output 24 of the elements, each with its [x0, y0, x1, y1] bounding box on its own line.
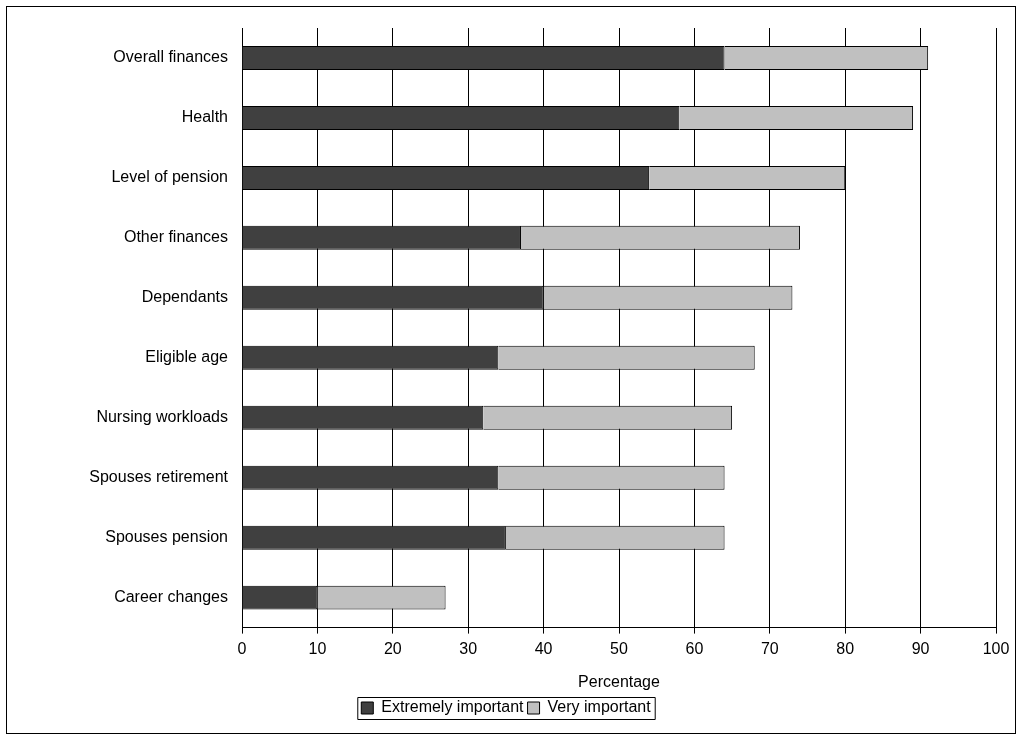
x-tick-label: 70: [760, 639, 779, 657]
legend-label: Very important: [547, 698, 652, 716]
x-tick-label: 10: [308, 639, 327, 657]
y-tick-label: Eligible age: [145, 348, 229, 366]
y-tick-label: Level of pension: [111, 168, 228, 186]
x-tick-label: 30: [459, 639, 478, 657]
y-tick-label: Career changes: [114, 588, 228, 606]
x-tick-label: 100: [982, 639, 1010, 657]
x-tick-label: 80: [836, 639, 855, 657]
y-tick-label: Overall finances: [113, 48, 228, 66]
y-tick-label: Health: [181, 108, 228, 126]
x-axis-title: Percentage: [578, 672, 661, 690]
x-tick-label: 90: [911, 639, 930, 657]
x-tick-label: 50: [610, 639, 628, 657]
x-tick-label: 60: [685, 639, 704, 657]
legend-label: Extremely important: [381, 698, 525, 716]
y-tick-label: Spouses pension: [105, 528, 228, 546]
x-tick-label: 20: [383, 639, 402, 657]
x-tick-label: 0: [237, 639, 247, 657]
y-tick-label: Dependants: [141, 288, 228, 306]
x-tick-label: 40: [534, 639, 553, 657]
y-tick-label: Other finances: [123, 228, 228, 246]
y-tick-label: Spouses retirement: [89, 468, 229, 486]
y-tick-label: Nursing workloads: [96, 408, 228, 426]
